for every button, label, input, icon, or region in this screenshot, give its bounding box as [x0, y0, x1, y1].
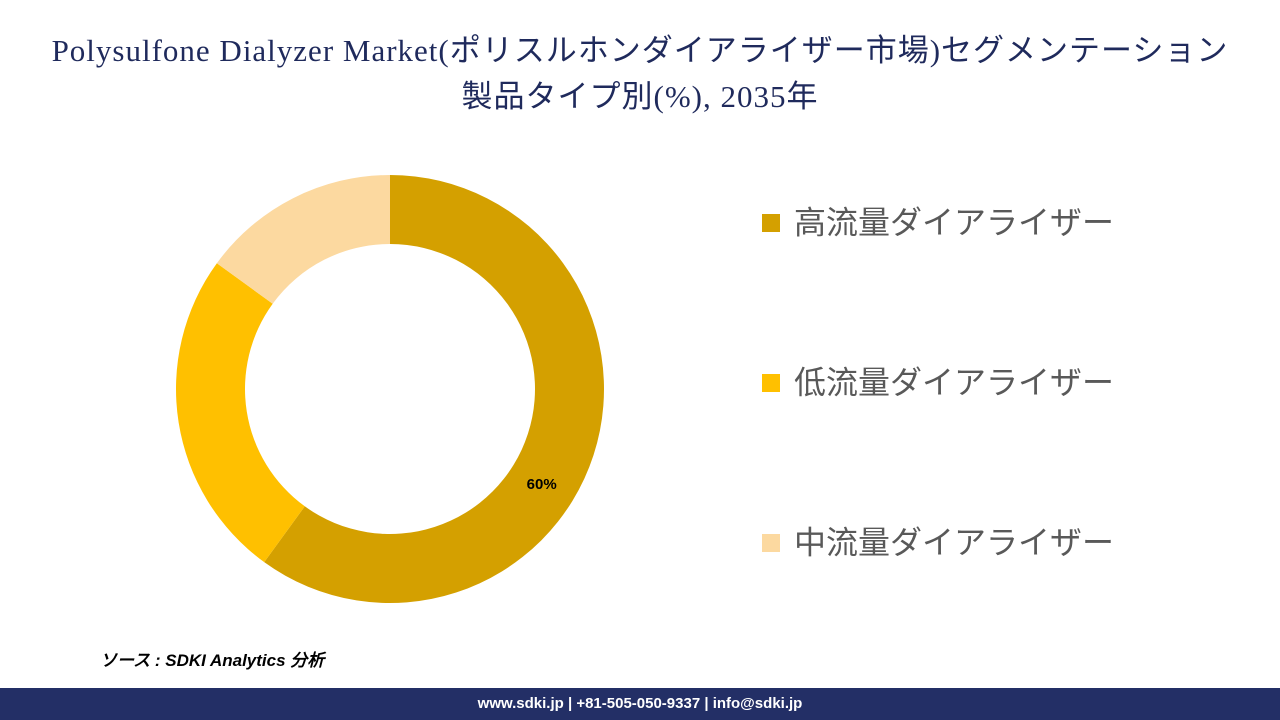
legend-swatch [762, 534, 780, 552]
slice [264, 174, 605, 603]
slice [216, 175, 390, 304]
value-label: 60% [527, 476, 557, 493]
footer: www.sdki.jp | +81-505-050-9337 | info@sd… [0, 688, 1280, 720]
legend-label: 高流量ダイアライザー [794, 204, 1114, 240]
legend-swatch [762, 214, 780, 232]
source-note: ソース : SDKI Analytics 分析 [100, 651, 325, 670]
legend-label: 低流量ダイアライザー [794, 364, 1114, 400]
legend-label: 中流量ダイアライザー [794, 524, 1114, 560]
slice [175, 263, 305, 563]
chart-title: Polysulfone Dialyzer Market(ポリスルホンダイアライザ… [51, 33, 1229, 114]
legend-swatch [762, 374, 780, 392]
